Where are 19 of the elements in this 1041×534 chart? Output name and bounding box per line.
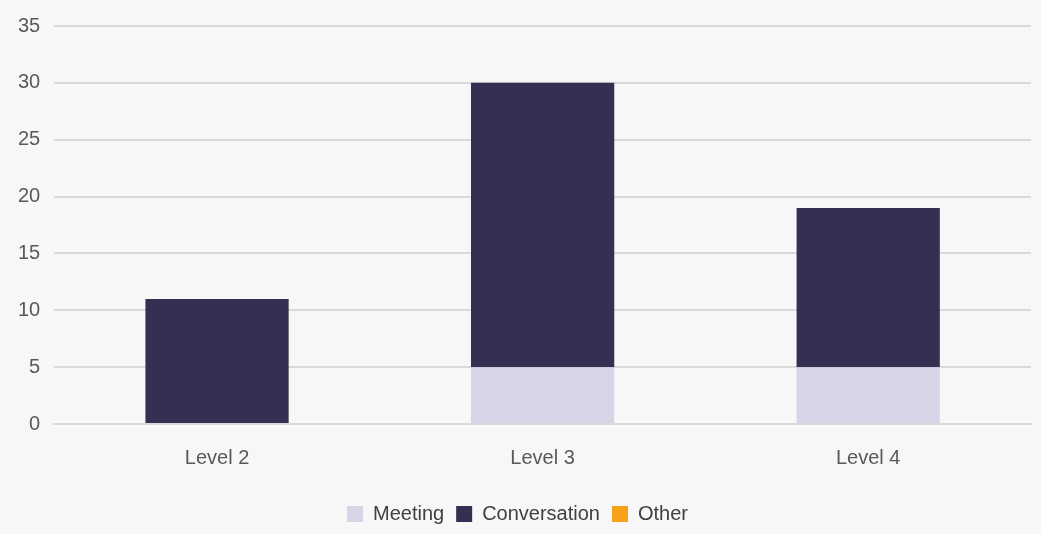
y-tick-label: 5: [29, 354, 41, 377]
y-tick-label: 10: [18, 297, 41, 320]
bar: [796, 207, 940, 368]
y-tick-label: 15: [18, 240, 41, 263]
legend-label: Meeting: [372, 501, 445, 524]
y-tick-label: 35: [18, 13, 41, 36]
legend-label: Other: [637, 501, 689, 524]
x-tick-label: Level 4: [835, 445, 901, 468]
x-tick-label: Level 3: [510, 445, 575, 468]
y-tick-label: 20: [18, 184, 41, 207]
y-tick-label: 0: [29, 411, 41, 434]
bar: [145, 298, 289, 423]
y-tick-label: 30: [18, 70, 41, 93]
bar: [796, 367, 940, 423]
x-tick-label: Level 2: [184, 445, 250, 468]
bar: [470, 82, 615, 368]
bar: [470, 367, 615, 423]
legend-label: Conversation: [482, 501, 600, 524]
y-tick-label: 25: [18, 127, 41, 150]
